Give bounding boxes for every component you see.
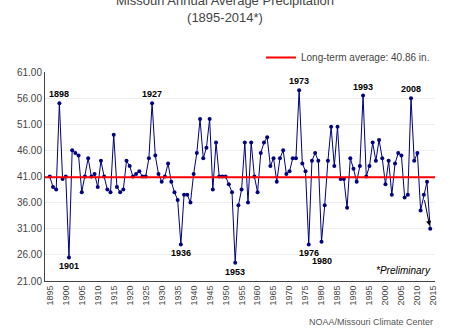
- svg-text:1960: 1960: [253, 286, 263, 306]
- svg-text:*Preliminary: *Preliminary: [376, 265, 431, 276]
- svg-text:1915: 1915: [109, 286, 119, 306]
- svg-text:1905: 1905: [77, 286, 87, 306]
- svg-text:2015: 2015: [428, 286, 438, 306]
- svg-text:Long-term average: 40.86 in.: Long-term average: 40.86 in.: [301, 52, 429, 63]
- svg-text:1927: 1927: [142, 89, 162, 99]
- svg-text:1925: 1925: [141, 286, 151, 306]
- svg-text:1970: 1970: [284, 286, 294, 306]
- svg-text:1898: 1898: [49, 89, 69, 99]
- svg-text:46.00: 46.00: [17, 145, 42, 156]
- svg-text:1976: 1976: [299, 248, 319, 258]
- svg-text:36.00: 36.00: [17, 197, 42, 208]
- svg-text:1945: 1945: [205, 286, 215, 306]
- svg-text:1900: 1900: [61, 286, 71, 306]
- svg-text:1935: 1935: [173, 286, 183, 306]
- svg-text:1950: 1950: [221, 286, 231, 306]
- svg-text:1990: 1990: [348, 286, 358, 306]
- svg-text:1980: 1980: [312, 256, 332, 266]
- svg-text:1993: 1993: [353, 82, 373, 92]
- svg-text:56.00: 56.00: [17, 93, 42, 104]
- svg-text:2000: 2000: [380, 286, 390, 306]
- svg-text:Missouri Annual Average Precip: Missouri Annual Average Precipitation(18…: [116, 0, 334, 25]
- svg-text:1973: 1973: [289, 76, 309, 86]
- svg-text:2005: 2005: [396, 286, 406, 306]
- svg-text:1995: 1995: [364, 286, 374, 306]
- svg-text:2010: 2010: [412, 286, 422, 306]
- svg-text:1975: 1975: [300, 286, 310, 306]
- svg-text:31.00: 31.00: [17, 223, 42, 234]
- svg-text:1985: 1985: [332, 286, 342, 306]
- svg-text:1936: 1936: [171, 248, 191, 258]
- svg-text:21.00: 21.00: [17, 276, 42, 287]
- svg-text:1895: 1895: [45, 286, 55, 306]
- svg-text:NOAA/Missouri Climate Center: NOAA/Missouri Climate Center: [309, 317, 433, 327]
- svg-text:1940: 1940: [189, 286, 199, 306]
- svg-text:1930: 1930: [157, 286, 167, 306]
- svg-text:1965: 1965: [268, 286, 278, 306]
- svg-text:1955: 1955: [237, 286, 247, 306]
- svg-text:51.00: 51.00: [17, 119, 42, 130]
- svg-text:41.00: 41.00: [17, 171, 42, 182]
- svg-text:2008: 2008: [401, 84, 421, 94]
- svg-text:61.00: 61.00: [17, 67, 42, 78]
- svg-text:1953: 1953: [225, 267, 245, 277]
- svg-text:1980: 1980: [316, 286, 326, 306]
- svg-text:1910: 1910: [93, 286, 103, 306]
- svg-text:26.00: 26.00: [17, 249, 42, 260]
- svg-text:1901: 1901: [59, 261, 79, 271]
- svg-text:1920: 1920: [125, 286, 135, 306]
